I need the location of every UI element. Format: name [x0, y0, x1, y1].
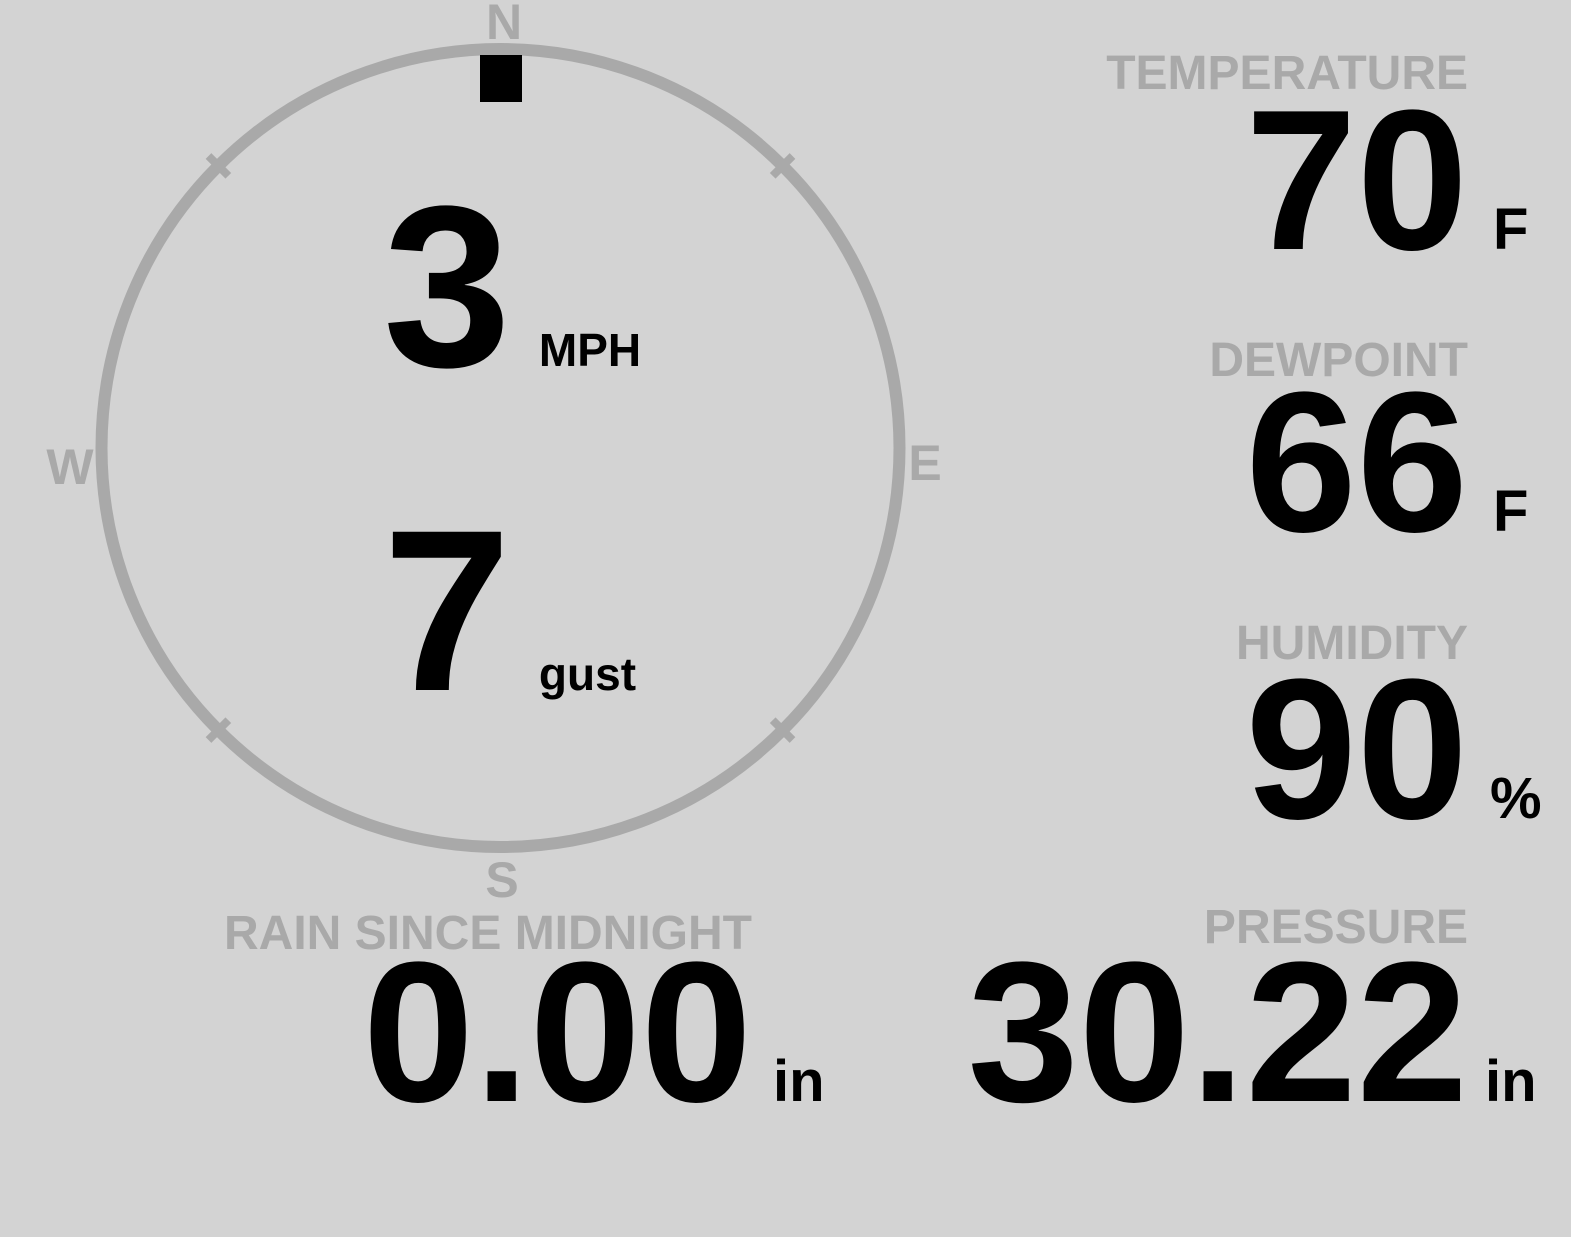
compass-tick-nw — [205, 153, 232, 179]
temperature-value: 70 — [1245, 69, 1468, 292]
rain-value: 0.00 — [362, 921, 752, 1144]
wind-gust: 7 gust — [383, 496, 636, 726]
temperature-unit: F — [1493, 197, 1529, 262]
pressure-unit: in — [1485, 1049, 1537, 1114]
humidity-value: 90 — [1245, 638, 1468, 861]
wind-speed: 3 MPH — [383, 172, 641, 402]
compass-label-south: S — [485, 852, 519, 908]
humidity-label: HUMIDITY — [1236, 617, 1468, 670]
temperature-label: TEMPERATURE — [1106, 47, 1468, 100]
dewpoint-value: 66 — [1245, 351, 1468, 574]
pressure-label: PRESSURE — [1203, 901, 1468, 954]
wind-direction-marker — [480, 55, 522, 102]
dewpoint-unit: F — [1493, 479, 1529, 544]
wind-speed-unit: MPH — [538, 324, 642, 376]
pressure-value: 30.22 — [967, 921, 1469, 1144]
wind-compass — [95, 43, 906, 853]
wind-gust-unit: gust — [538, 648, 637, 700]
compass-ring — [95, 43, 906, 853]
compass-tick-ne — [769, 153, 796, 179]
humidity-unit: % — [1490, 766, 1542, 831]
compass-tick-se — [769, 717, 796, 743]
rain-label: RAIN SINCE MIDNIGHT — [224, 907, 752, 960]
dewpoint-label: DEWPOINT — [1209, 334, 1468, 387]
wind-speed-value: 3 — [383, 158, 511, 415]
wind-gust-value: 7 — [383, 482, 511, 739]
compass-label-north: N — [485, 0, 523, 50]
compass-label-east: E — [908, 435, 942, 491]
compass-tick-sw — [205, 717, 232, 743]
compass-label-west: W — [46, 439, 94, 495]
rain-unit: in — [773, 1049, 825, 1114]
